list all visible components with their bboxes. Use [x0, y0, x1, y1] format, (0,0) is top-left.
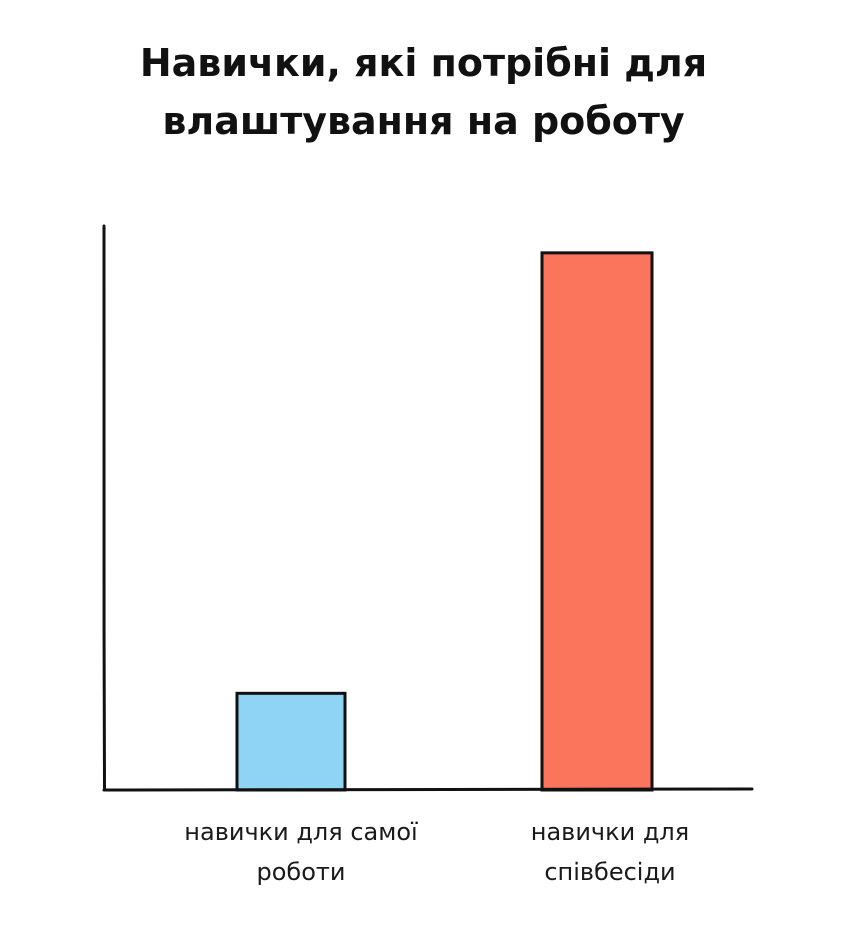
x-tick-label-1-line-2: роботи — [257, 858, 346, 886]
chart-title-line-2: влаштування на роботу — [162, 99, 685, 143]
x-tick-label-2-line-2: співбесіди — [544, 858, 675, 886]
bar-2 — [540, 251, 654, 792]
x-axis — [102, 787, 754, 792]
bars-group — [235, 251, 654, 792]
x-tick-label-1-line-1: навички для самої — [184, 818, 418, 846]
y-axis — [102, 224, 106, 792]
x-tick-label-1: навички для самої роботи — [184, 818, 418, 886]
bar-1 — [235, 691, 347, 792]
chart-title-line-1: Навички, які потрібні для — [139, 41, 708, 85]
x-tick-label-2: навички для співбесіди — [531, 818, 689, 886]
x-tick-label-2-line-1: навички для — [531, 818, 689, 846]
chart-title: Навички, які потрібні для влаштування на… — [0, 34, 847, 150]
category-labels: навички для самої роботи навички для співбе… — [184, 818, 689, 886]
